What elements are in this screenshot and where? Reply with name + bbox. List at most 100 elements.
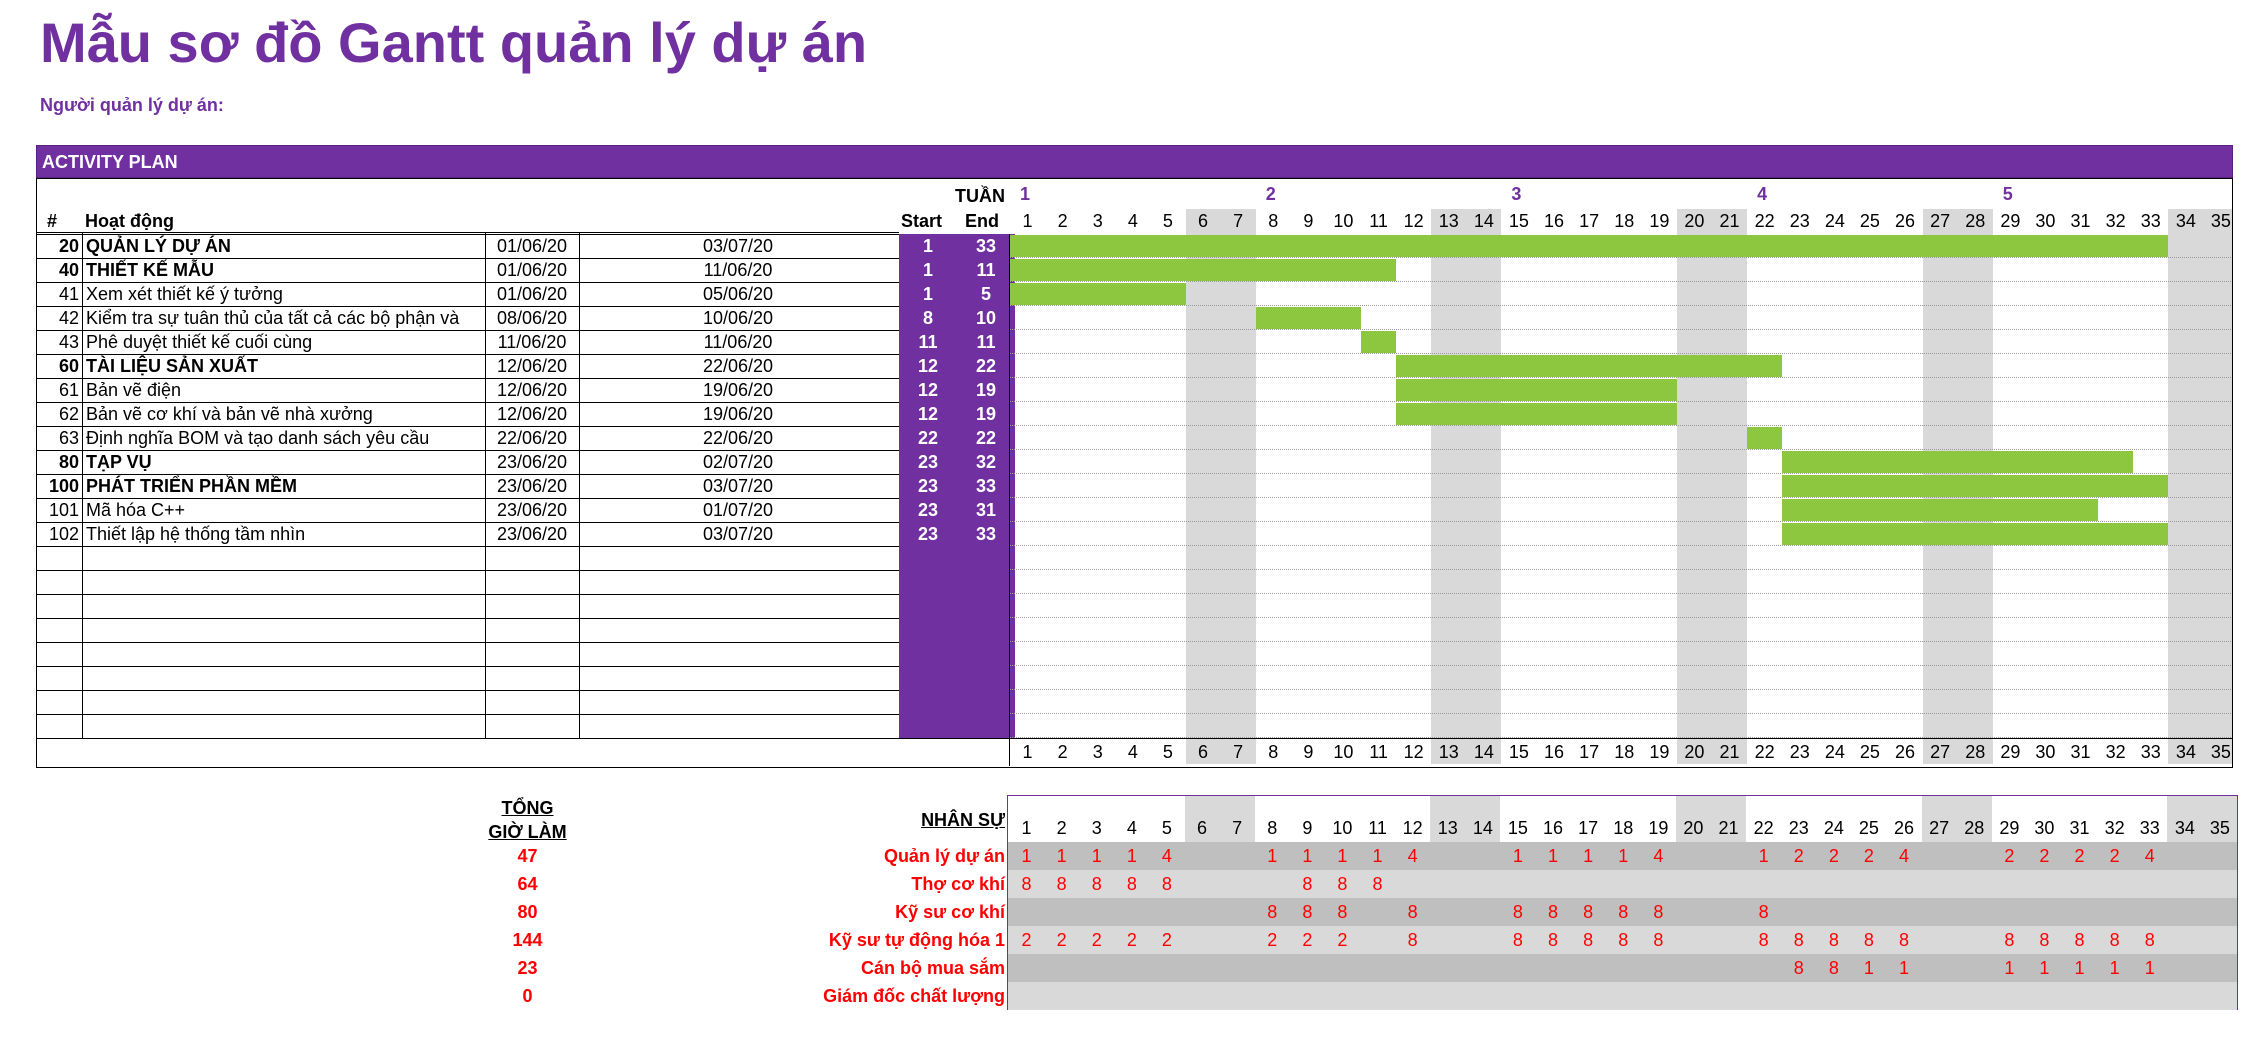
gantt-bar[interactable] bbox=[1396, 355, 1783, 377]
staff-hours-cell: 1 bbox=[1863, 958, 1874, 978]
day-header: 3 bbox=[1091, 818, 1102, 838]
day-header: 22 bbox=[1753, 818, 1774, 838]
task-start-date[interactable]: 11/06/20 bbox=[497, 332, 567, 352]
staff-hours-cell: 2 bbox=[2074, 846, 2085, 866]
task-name[interactable]: Xem xét thiết kế ý tưởng bbox=[86, 284, 283, 304]
gantt-bar[interactable] bbox=[1747, 427, 1783, 449]
task-end-date[interactable]: 02/07/20 bbox=[702, 452, 774, 472]
task-name[interactable]: TÀI LIỆU SẢN XUẤT bbox=[86, 356, 259, 376]
task-name[interactable]: THIẾT KẾ MẪU bbox=[86, 260, 214, 280]
task-start-date[interactable]: 23/06/20 bbox=[496, 476, 568, 496]
day-footer: 25 bbox=[1859, 742, 1880, 762]
task-start-date[interactable]: 08/06/20 bbox=[496, 308, 568, 328]
gantt-bar[interactable] bbox=[1396, 403, 1677, 425]
task-start-day: 11 bbox=[918, 332, 938, 352]
day-footer: 14 bbox=[1473, 742, 1494, 762]
day-header: 17 bbox=[1579, 211, 1600, 231]
col-header-activity: Hoạt động bbox=[85, 211, 174, 231]
task-end-date[interactable]: 03/07/20 bbox=[702, 476, 774, 496]
task-name[interactable]: Bản vẽ cơ khí và bản vẽ nhà xưởng bbox=[86, 404, 373, 424]
task-name[interactable]: PHÁT TRIỂN PHẦN MỀM bbox=[86, 476, 297, 496]
gantt-bar[interactable] bbox=[1782, 523, 2169, 545]
staff-hours-cell: 8 bbox=[1653, 902, 1664, 922]
task-name[interactable]: Mã hóa C++ bbox=[86, 500, 186, 520]
weekend-shade bbox=[1675, 796, 1711, 842]
grid-line bbox=[1010, 617, 2232, 618]
day-header: 20 bbox=[1684, 211, 1705, 231]
task-end-date[interactable]: 19/06/20 bbox=[702, 380, 774, 400]
grid-line bbox=[37, 522, 899, 523]
staff-hours-cell: 8 bbox=[1056, 874, 1067, 894]
grid-line bbox=[37, 354, 899, 355]
task-start-date[interactable]: 22/06/20 bbox=[496, 428, 568, 448]
staff-hours-cell: 8 bbox=[1407, 930, 1418, 950]
task-name[interactable]: Thiết lập hệ thống tầm nhìn bbox=[86, 524, 306, 544]
task-end-date[interactable]: 22/06/20 bbox=[702, 428, 774, 448]
day-footer: 12 bbox=[1403, 742, 1424, 762]
gantt-bar[interactable] bbox=[1782, 475, 2169, 497]
staff-hours-cell: 8 bbox=[1337, 902, 1348, 922]
task-start-date[interactable]: 01/06/20 bbox=[496, 260, 568, 280]
day-footer: 26 bbox=[1895, 742, 1916, 762]
gantt-bar[interactable] bbox=[1361, 331, 1397, 353]
task-end-date[interactable]: 11/06/20 bbox=[703, 260, 773, 280]
task-end-day: 11 bbox=[976, 260, 996, 280]
task-end-date[interactable]: 22/06/20 bbox=[702, 356, 774, 376]
day-header: 29 bbox=[2000, 211, 2021, 231]
task-end-date[interactable]: 11/06/20 bbox=[703, 332, 773, 352]
week-number: 4 bbox=[1757, 184, 1768, 204]
day-footer: 28 bbox=[1965, 742, 1986, 762]
grid-line bbox=[1010, 593, 2232, 594]
task-start-date[interactable]: 12/06/20 bbox=[496, 404, 568, 424]
task-name[interactable]: QUẢN LÝ DỰ ÁN bbox=[86, 236, 231, 256]
staff-hours-cell: 8 bbox=[1161, 874, 1172, 894]
day-footer: 35 bbox=[2210, 742, 2231, 762]
task-start-date[interactable]: 01/06/20 bbox=[496, 284, 568, 304]
task-start-date[interactable]: 23/06/20 bbox=[496, 500, 568, 520]
task-start-day: 23 bbox=[917, 452, 939, 472]
staff-hours-cell: 1 bbox=[2074, 958, 2085, 978]
task-start-date[interactable]: 01/06/20 bbox=[496, 236, 568, 256]
staff-hours-cell: 8 bbox=[1863, 930, 1874, 950]
day-footer: 1 bbox=[1022, 742, 1033, 762]
staff-hours-cell: 1 bbox=[1337, 846, 1348, 866]
task-start-date[interactable]: 23/06/20 bbox=[496, 452, 568, 472]
task-id: 40 bbox=[58, 260, 79, 280]
task-start-date[interactable]: 23/06/20 bbox=[496, 524, 568, 544]
gantt-bar[interactable] bbox=[1010, 235, 2169, 257]
gantt-bar[interactable] bbox=[1396, 379, 1677, 401]
day-header: 30 bbox=[2034, 818, 2055, 838]
task-end-date[interactable]: 05/06/20 bbox=[702, 284, 774, 304]
grid-line bbox=[1010, 449, 2232, 450]
task-end-date[interactable]: 01/07/20 bbox=[702, 500, 774, 520]
task-end-date[interactable]: 03/07/20 bbox=[702, 524, 774, 544]
task-start-date[interactable]: 12/06/20 bbox=[496, 356, 568, 376]
staff-hours-cell: 8 bbox=[1758, 902, 1769, 922]
day-header: 35 bbox=[2209, 818, 2230, 838]
week-number: 2 bbox=[1265, 184, 1276, 204]
day-header: 5 bbox=[1162, 211, 1173, 231]
task-name[interactable]: Bản vẽ điện bbox=[86, 380, 182, 400]
task-name[interactable]: TẠP VỤ bbox=[86, 452, 152, 472]
task-name[interactable]: Phê duyệt thiết kế cuối cùng bbox=[86, 332, 313, 352]
day-header: 18 bbox=[1614, 211, 1635, 231]
staff-hours-cell: 8 bbox=[1899, 930, 1910, 950]
staff-total-hours: 144 bbox=[512, 930, 543, 950]
weekend-shade bbox=[1922, 738, 1958, 764]
task-end-date[interactable]: 03/07/20 bbox=[702, 236, 774, 256]
gantt-bar[interactable] bbox=[1010, 283, 1186, 305]
grid-line bbox=[1010, 521, 2232, 522]
task-id: 60 bbox=[58, 356, 79, 376]
task-name[interactable]: Kiểm tra sự tuân thủ của tất cả các bộ p… bbox=[86, 308, 460, 328]
staff-hours-cell: 1 bbox=[2144, 958, 2155, 978]
task-end-date[interactable]: 10/06/20 bbox=[702, 308, 774, 328]
task-end-date[interactable]: 19/06/20 bbox=[702, 404, 774, 424]
gantt-bar[interactable] bbox=[1010, 259, 1397, 281]
gantt-bar[interactable] bbox=[1782, 499, 2099, 521]
gantt-bar[interactable] bbox=[1255, 307, 1361, 329]
gantt-bar[interactable] bbox=[1782, 451, 2134, 473]
task-start-date[interactable]: 12/06/20 bbox=[496, 380, 568, 400]
day-header: 30 bbox=[2035, 211, 2056, 231]
day-header: 33 bbox=[2139, 818, 2160, 838]
task-name[interactable]: Định nghĩa BOM và tạo danh sách yêu cầu bbox=[86, 428, 430, 448]
